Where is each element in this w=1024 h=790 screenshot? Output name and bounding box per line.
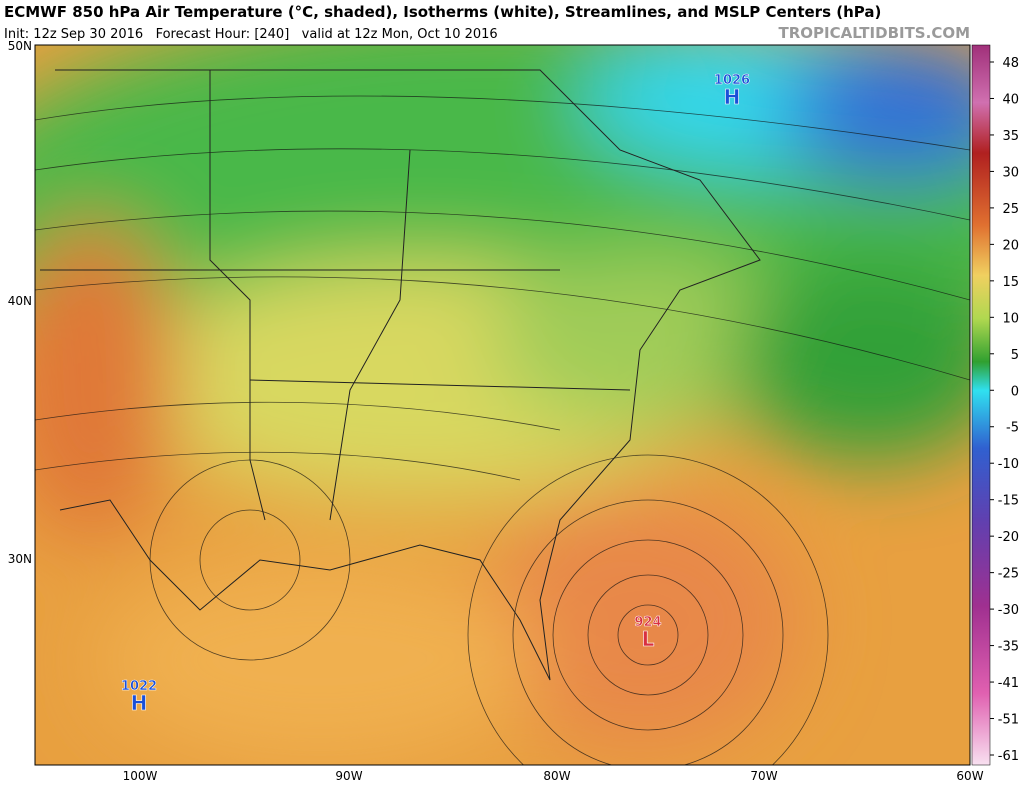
colorbar-label: 30: [1002, 165, 1019, 180]
colorbar-label: 48: [1002, 56, 1019, 71]
pressure-letter: H: [131, 691, 148, 715]
colorbar-label: -51: [998, 713, 1019, 728]
colorbar-label: -25: [998, 567, 1019, 582]
colorbar-label: 20: [1002, 238, 1019, 253]
colorbar-label: -20: [998, 530, 1019, 545]
subtitle: Init: 12z Sep 30 2016 Forecast Hour: [24…: [4, 27, 498, 42]
colorbar-label: -30: [998, 603, 1019, 618]
lon-label: 90W: [335, 769, 362, 783]
colorbar-label: -41: [998, 676, 1019, 691]
lon-label: 100W: [123, 769, 158, 783]
colorbar-label: 15: [1002, 275, 1019, 290]
colorbar-label: 35: [1002, 129, 1019, 144]
colorbar-label: 0: [1011, 384, 1019, 399]
colorbar-label: -5: [1006, 421, 1019, 436]
colorbar-label: -15: [998, 494, 1019, 509]
colorbar-label: -61: [998, 749, 1019, 764]
pressure-letter: H: [724, 85, 741, 109]
credit: TROPICALTIDBITS.COM: [779, 24, 971, 42]
colorbar-label: -35: [998, 640, 1019, 655]
pressure-value: 1026: [714, 73, 750, 88]
colorbar-label: 40: [1002, 92, 1019, 107]
pressure-letter: L: [642, 627, 655, 651]
pressure-value: 924: [634, 615, 661, 630]
map-frame: [34, 44, 971, 766]
lat-label: 40N: [8, 294, 32, 308]
lon-label: 60W: [956, 769, 983, 783]
lon-label: 80W: [543, 769, 570, 783]
lat-label: 30N: [8, 552, 32, 566]
colorbar-label: 5: [1011, 348, 1019, 363]
colorbar: [971, 44, 991, 766]
lat-label: 50N: [8, 39, 32, 53]
pressure-value: 1022: [121, 679, 157, 694]
borders: [40, 69, 761, 681]
title: ECMWF 850 hPa Air Temperature (°C, shade…: [4, 3, 881, 21]
colorbar-label: -10: [998, 457, 1019, 472]
lon-label: 70W: [750, 769, 777, 783]
colorbar-label: 10: [1002, 311, 1019, 326]
colorbar-label: 25: [1002, 202, 1019, 217]
